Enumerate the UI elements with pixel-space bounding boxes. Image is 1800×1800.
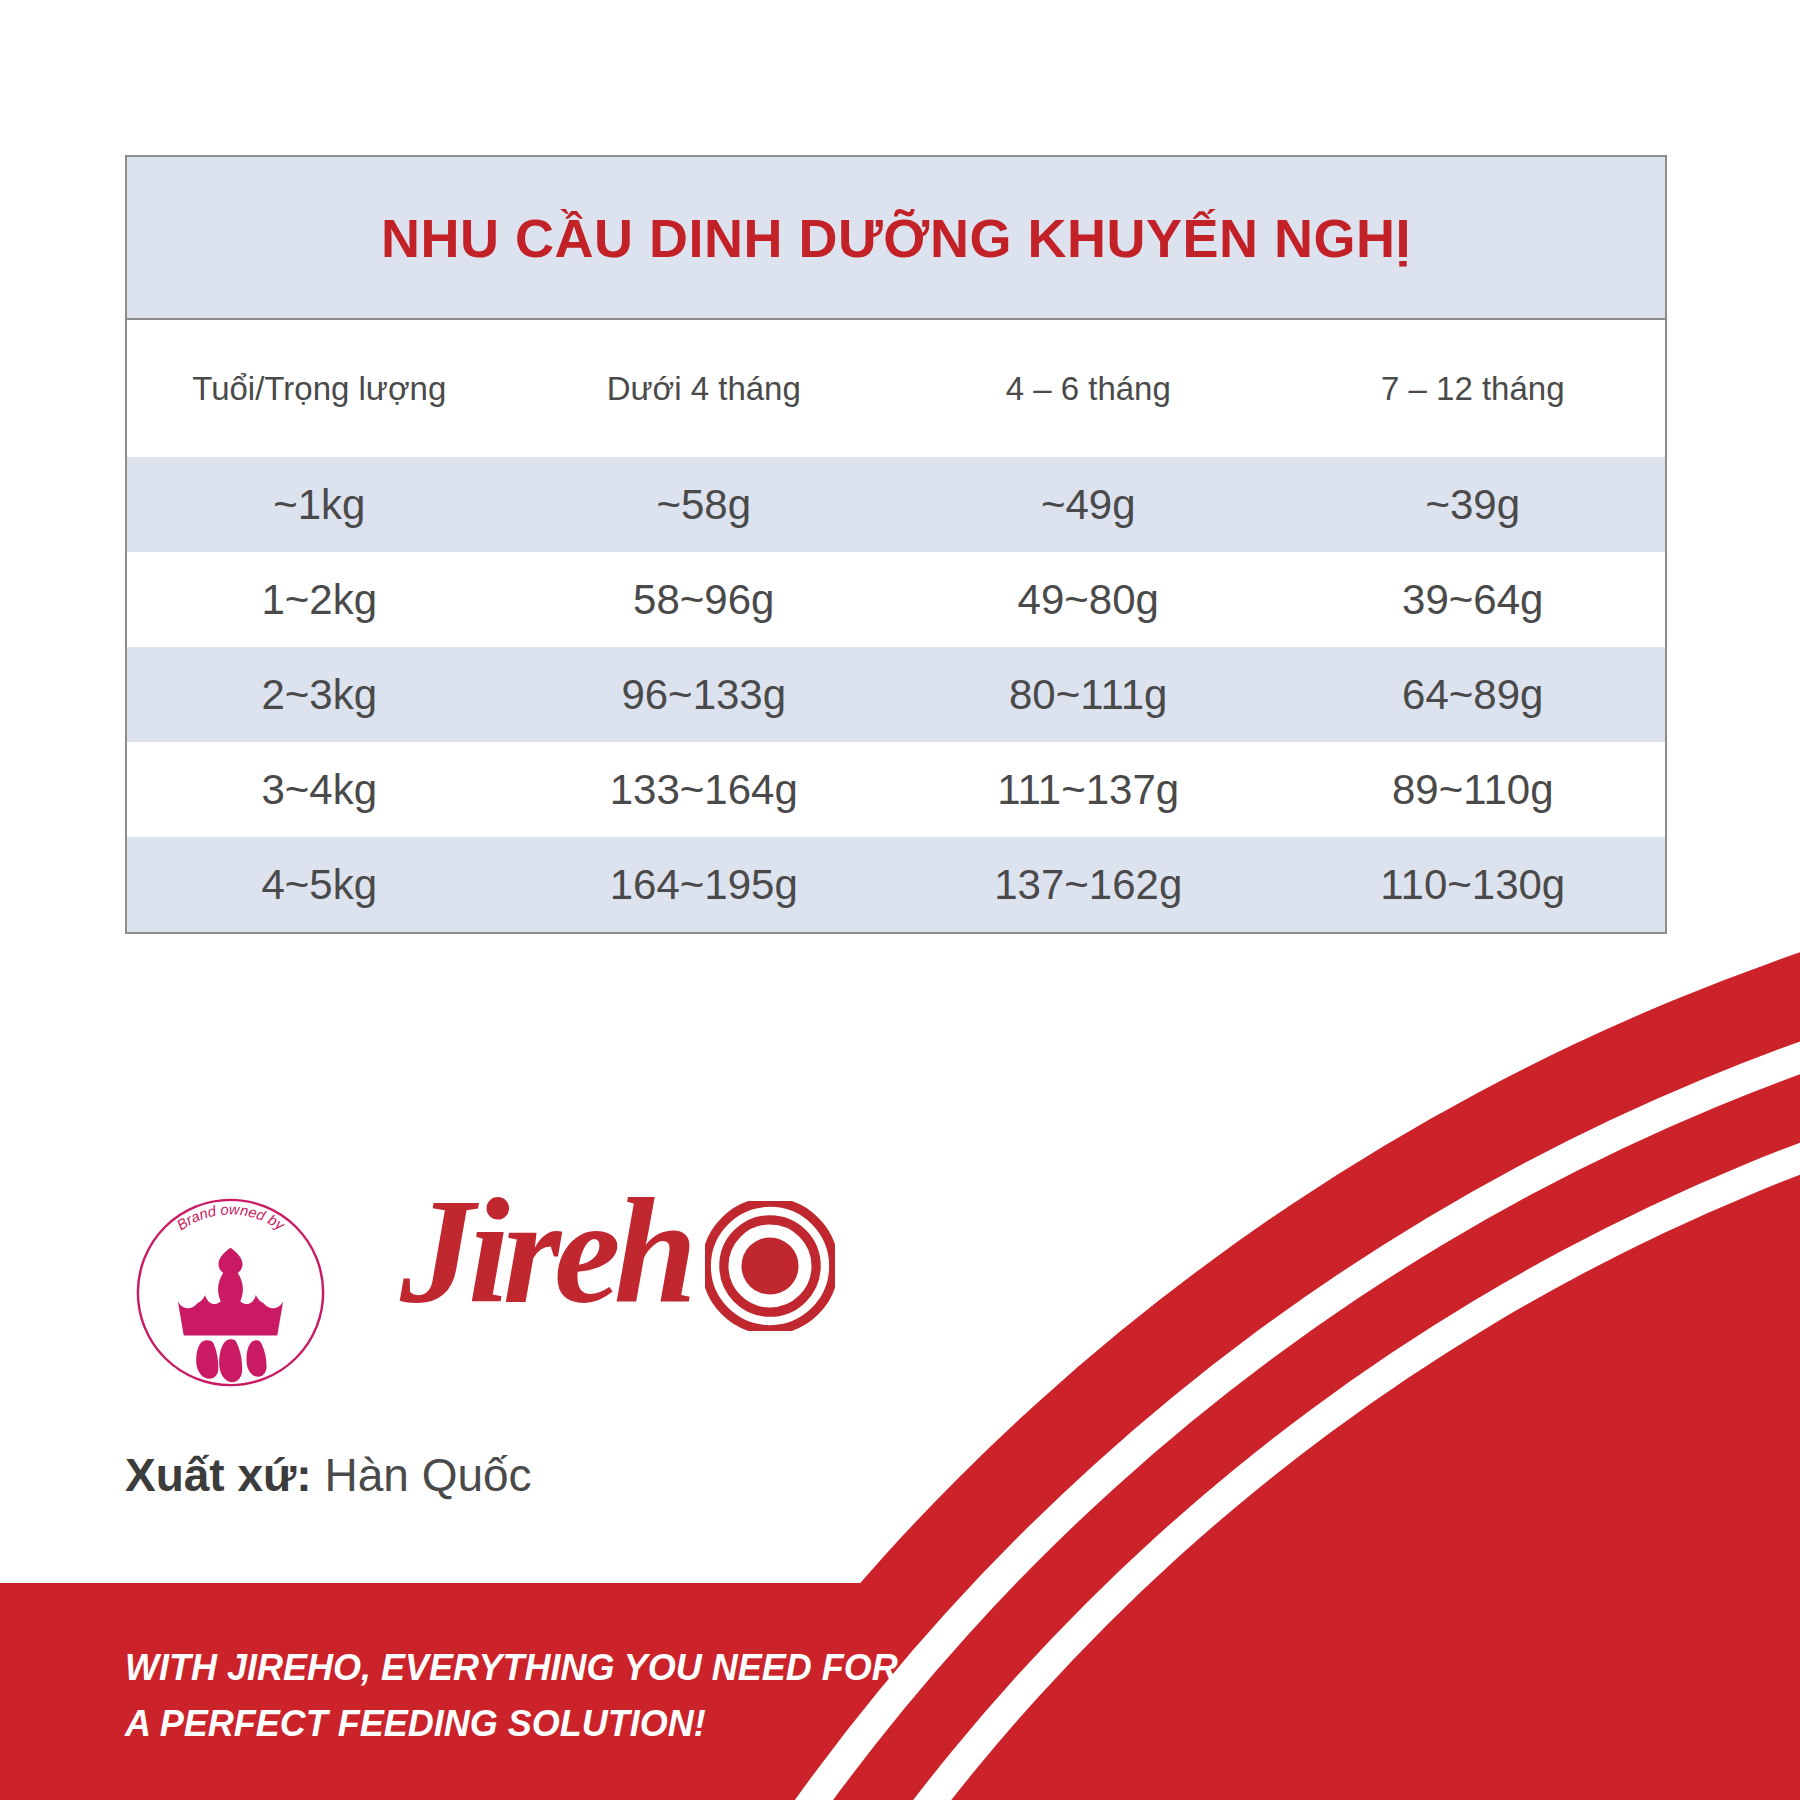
svg-text:Brand owned by: Brand owned by — [174, 1201, 289, 1234]
